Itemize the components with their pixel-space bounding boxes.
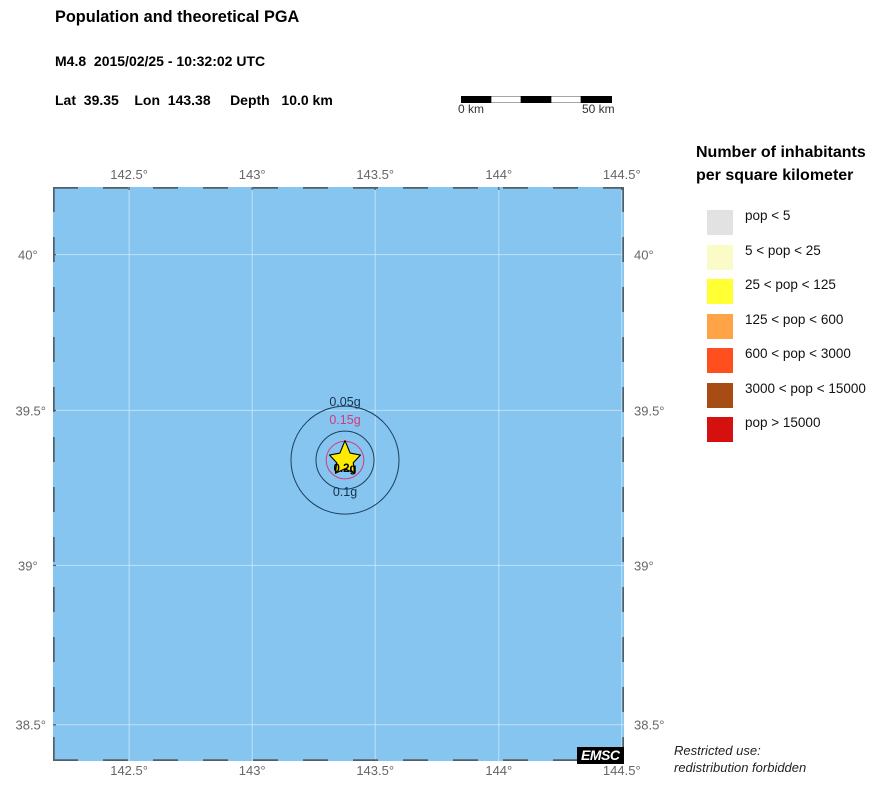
svg-text:0.15g: 0.15g bbox=[329, 413, 360, 427]
svg-text:0.1g: 0.1g bbox=[333, 485, 357, 499]
svg-text:0.2g: 0.2g bbox=[333, 463, 356, 475]
svg-text:0.05g: 0.05g bbox=[329, 395, 360, 409]
